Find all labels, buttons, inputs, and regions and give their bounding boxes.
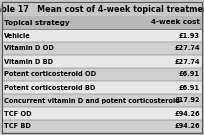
- Bar: [2, 42, 202, 55]
- Bar: [2, 29, 202, 42]
- Text: £94.26: £94.26: [174, 111, 200, 117]
- Text: 4-week cost: 4-week cost: [151, 19, 200, 26]
- Text: Concurrent vitamin D and potent corticosteroid: Concurrent vitamin D and potent corticos…: [4, 97, 180, 104]
- Bar: [2, 16, 202, 29]
- Text: Vehicle: Vehicle: [4, 33, 31, 38]
- Text: £1.93: £1.93: [179, 33, 200, 38]
- Text: TCF BD: TCF BD: [4, 124, 31, 129]
- Bar: [2, 55, 202, 68]
- Bar: [2, 2, 202, 16]
- Text: £27.74: £27.74: [174, 58, 200, 65]
- Text: Table 17   Mean cost of 4-week topical treatment: Table 17 Mean cost of 4-week topical tre…: [0, 4, 204, 14]
- Text: Vitamin D OD: Vitamin D OD: [4, 45, 54, 51]
- Text: £27.74: £27.74: [174, 45, 200, 51]
- Text: £94.26: £94.26: [174, 124, 200, 129]
- Bar: [2, 120, 202, 133]
- Text: Potent corticosteroid BD: Potent corticosteroid BD: [4, 85, 95, 90]
- Text: Potent corticosteroid OD: Potent corticosteroid OD: [4, 72, 96, 77]
- Bar: [2, 107, 202, 120]
- Text: TCF OD: TCF OD: [4, 111, 32, 117]
- Text: Vitamin D BD: Vitamin D BD: [4, 58, 53, 65]
- Bar: [2, 68, 202, 81]
- Text: £6.91: £6.91: [179, 72, 200, 77]
- Bar: [2, 81, 202, 94]
- Bar: [2, 94, 202, 107]
- Text: £17.92: £17.92: [174, 97, 200, 104]
- Text: £6.91: £6.91: [179, 85, 200, 90]
- Text: Topical strategy: Topical strategy: [4, 19, 70, 26]
